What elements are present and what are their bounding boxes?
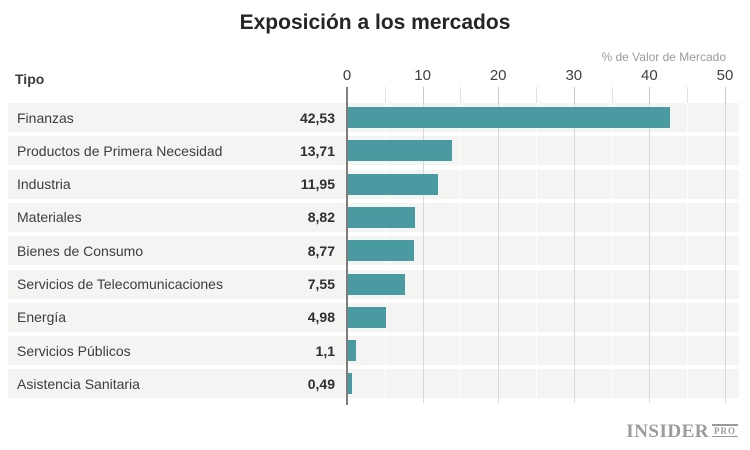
x-axis-tick-label: 50 xyxy=(716,67,734,84)
major-tick xyxy=(422,87,424,103)
value-label: 0,49 xyxy=(307,375,335,392)
bar xyxy=(348,240,415,262)
type-column-header: Tipo xyxy=(15,71,45,87)
minor-gridline xyxy=(460,103,462,403)
x-axis-tick-label: 30 xyxy=(565,67,583,84)
major-tick xyxy=(498,87,500,103)
logo-sub-text: PRO xyxy=(712,424,738,437)
value-label: 11,95 xyxy=(300,176,335,193)
major-tick xyxy=(725,87,726,103)
chart-row: Servicios Públicos 1,1 xyxy=(8,336,739,366)
bar xyxy=(348,107,670,128)
minor-tick xyxy=(536,87,537,103)
major-tick xyxy=(573,87,575,103)
value-label: 13,71 xyxy=(299,142,335,159)
category-label: Finanzas xyxy=(17,109,74,126)
major-gridline xyxy=(725,103,726,403)
category-label: Materiales xyxy=(17,209,82,226)
value-label: 8,82 xyxy=(307,209,335,226)
value-label: 42,53 xyxy=(299,109,335,126)
minor-tick xyxy=(687,87,689,103)
major-gridline xyxy=(422,103,424,403)
major-gridline xyxy=(573,103,575,403)
bar xyxy=(348,340,357,362)
zero-axis-line xyxy=(346,87,348,405)
minor-gridline xyxy=(687,103,689,403)
logo-main-text: INSIDER xyxy=(626,421,709,442)
bar xyxy=(348,373,352,395)
category-label: Energía xyxy=(17,309,67,326)
minor-gridline xyxy=(536,103,537,403)
bar xyxy=(348,140,452,162)
x-axis-tick-label: 0 xyxy=(342,67,352,84)
value-label: 7,55 xyxy=(307,276,335,292)
value-label: 1,1 xyxy=(315,342,335,359)
category-label: Asistencia Sanitaria xyxy=(17,375,140,392)
value-label: 8,77 xyxy=(307,242,335,259)
minor-tick xyxy=(611,87,613,103)
chart-row: Asistencia Sanitaria 0,49 xyxy=(8,369,739,399)
bar xyxy=(348,173,439,195)
category-label: Productos de Primera Necesidad xyxy=(17,142,223,159)
bar xyxy=(348,206,415,228)
bar xyxy=(348,306,386,328)
x-axis-tick-label: 10 xyxy=(414,67,431,84)
minor-tick xyxy=(460,87,462,103)
chart-title: Exposición a los mercados xyxy=(239,11,511,34)
major-tick xyxy=(649,87,651,103)
major-gridline xyxy=(649,103,651,403)
category-label: Industria xyxy=(17,176,71,193)
minor-gridline xyxy=(611,103,613,403)
category-label: Servicios de Telecomunicaciones xyxy=(17,276,223,292)
x-axis-unit-label: % de Valor de Mercado xyxy=(601,50,726,64)
value-label: 4,98 xyxy=(307,309,335,326)
x-axis-tick-label: 20 xyxy=(489,67,507,84)
insider-pro-logo: INSIDER PRO xyxy=(0,421,738,443)
category-label: Bienes de Consumo xyxy=(17,242,144,259)
category-label: Servicios Públicos xyxy=(17,342,131,359)
x-axis-tick-label: 40 xyxy=(641,67,658,84)
bar xyxy=(348,273,406,295)
minor-tick xyxy=(384,87,386,103)
major-gridline xyxy=(498,103,500,403)
